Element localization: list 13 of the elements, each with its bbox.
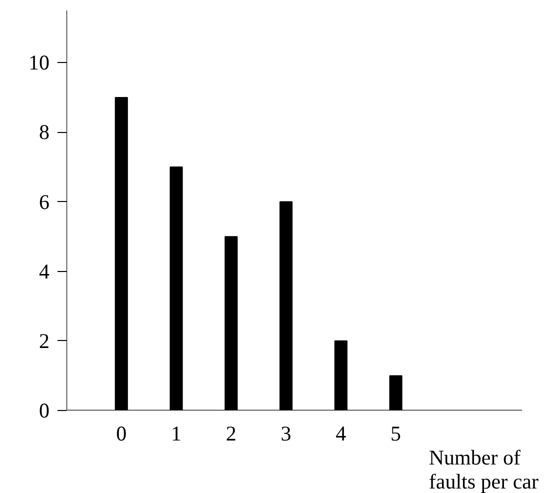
y-tick-label: 8	[39, 120, 50, 144]
y-tick-label: 2	[39, 328, 50, 353]
x-tick-label: 3	[280, 422, 292, 446]
x-tick-label: 2	[226, 422, 236, 446]
y-tick-label: 0	[39, 398, 50, 422]
y-tick-label: 6	[39, 190, 50, 214]
x-tick-label: 1	[171, 422, 182, 446]
x-axis-title: Number of faults per car	[428, 446, 539, 493]
y-tick-label: 10	[28, 50, 50, 75]
x-tick-label: 4	[336, 422, 347, 446]
y-tick-label: 4	[39, 259, 50, 284]
x-tick-label: 5	[390, 422, 402, 446]
x-tick-label: 0	[116, 422, 127, 446]
